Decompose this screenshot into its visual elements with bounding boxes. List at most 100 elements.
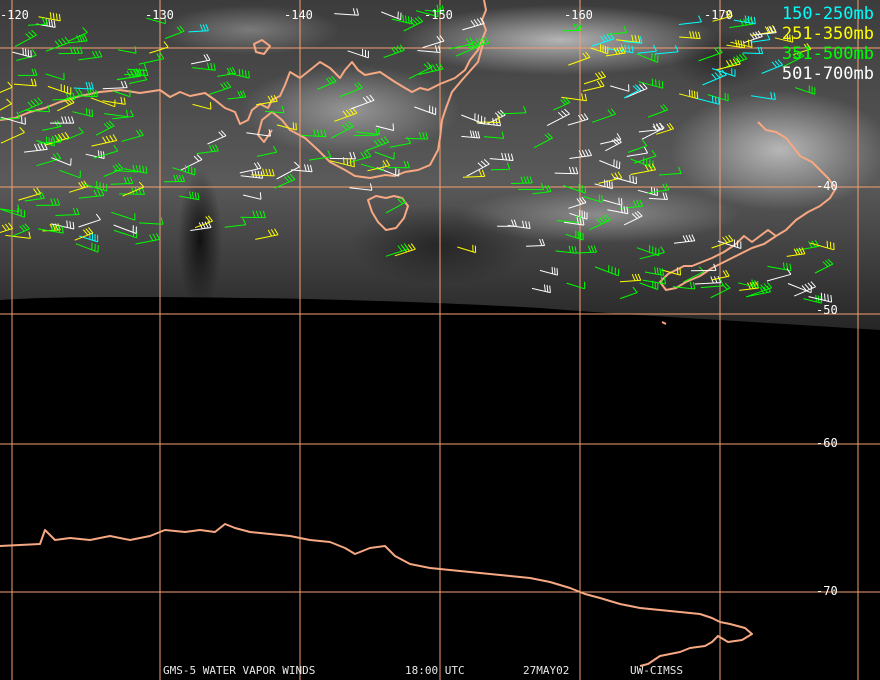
wind-barb — [381, 11, 402, 21]
wind-barb — [227, 90, 247, 100]
wind-barb — [546, 108, 570, 127]
caption-product: GMS-5 WATER VAPOR WINDS — [163, 664, 316, 677]
wind-barb — [605, 137, 622, 152]
wind-barb — [128, 73, 148, 84]
wind-barb — [750, 33, 771, 43]
wind-barb — [276, 161, 300, 180]
wind-barb — [24, 191, 45, 202]
wind-barb — [339, 82, 363, 98]
wind-barb — [209, 81, 232, 95]
wind-barb — [103, 163, 124, 177]
wind-barb — [415, 8, 439, 18]
wind-barb — [715, 57, 741, 71]
lat-label-4: -70 — [816, 584, 838, 598]
wind-barb — [18, 97, 43, 114]
wind-barb — [702, 69, 727, 86]
wind-barb — [329, 152, 356, 160]
wind-barb — [510, 176, 533, 185]
wind-barb — [623, 36, 643, 44]
lon-label-6: -170 — [704, 8, 733, 22]
wind-barb — [678, 15, 702, 25]
wind-barb — [590, 44, 609, 55]
wind-barb — [375, 123, 395, 131]
wind-barb — [256, 94, 278, 106]
wind-barb — [461, 130, 481, 139]
wind-barb — [619, 286, 638, 300]
wind-barb — [786, 247, 806, 257]
wind-barb — [14, 29, 37, 48]
wind-barb — [192, 102, 212, 110]
legend-item-501-700mb: 501-700mb — [781, 64, 874, 84]
lon-label-2: -130 — [145, 8, 174, 22]
wind-barb — [531, 284, 551, 294]
wind-barb — [112, 109, 134, 120]
wind-barb — [383, 44, 405, 58]
wind-barb — [707, 92, 729, 102]
wind-barb — [466, 159, 490, 177]
wind-barb — [644, 267, 664, 276]
wind-barb — [68, 27, 88, 42]
wind-barb — [603, 197, 623, 206]
wind-barb — [533, 132, 553, 149]
australia-south-coast — [257, 39, 485, 179]
wind-barb — [0, 98, 12, 111]
wind-barb — [264, 105, 285, 114]
wind-barb — [405, 131, 429, 140]
tasmania — [367, 195, 409, 231]
wind-barb — [112, 89, 131, 98]
wind-barb — [747, 281, 773, 297]
wind-barb — [607, 25, 628, 35]
wind-barb — [599, 159, 621, 170]
wind-barb — [594, 179, 613, 190]
wind-barb — [102, 80, 128, 90]
wind-barb — [0, 207, 25, 218]
wind-barb — [659, 166, 682, 176]
wind-barb — [118, 46, 137, 54]
wind-barb — [78, 213, 101, 228]
wind-barb — [111, 211, 136, 221]
wind-barb — [93, 145, 119, 159]
wind-barb — [630, 163, 657, 175]
wind-barb — [589, 214, 611, 231]
wind-barb — [11, 223, 30, 238]
wind-barb — [59, 169, 81, 179]
wind-barb — [25, 104, 51, 113]
wind-barb — [751, 92, 776, 100]
wind-barb — [188, 24, 209, 33]
wind-barb — [149, 41, 169, 54]
wind-barb — [562, 183, 586, 194]
wind-barb — [91, 134, 118, 147]
wind-barb — [69, 34, 88, 44]
wind-barb — [104, 109, 129, 118]
wind-barb — [5, 231, 31, 239]
wind-barb — [605, 46, 626, 57]
wind-barb — [636, 52, 659, 63]
wind-barb — [582, 79, 605, 92]
wind-barb — [191, 53, 211, 65]
wind-barb — [0, 222, 14, 234]
wind-barb — [610, 84, 630, 92]
wind-barb — [497, 219, 517, 227]
wind-barb — [489, 152, 514, 161]
wind-barb — [738, 279, 759, 289]
wind-barb — [569, 149, 593, 159]
wind-barb — [217, 66, 237, 77]
pressure-legend: 150-250mb 251-350mb 351-500mb 501-700mb — [754, 4, 874, 84]
wind-barb — [642, 276, 666, 285]
wind-barb — [334, 107, 358, 122]
wind-barb — [782, 50, 805, 68]
wind-barb — [594, 265, 620, 277]
wind-barb — [569, 209, 588, 220]
lat-label-3: -60 — [816, 436, 838, 450]
antarctica-coast — [0, 523, 753, 667]
wind-barb — [417, 45, 441, 53]
wind-barb — [180, 154, 203, 171]
wind-barb — [179, 191, 200, 201]
wind-barb — [562, 23, 583, 32]
wind-barb — [607, 44, 634, 54]
wind-barb — [661, 267, 681, 276]
wind-barb — [638, 78, 664, 89]
island-1 — [253, 39, 271, 55]
